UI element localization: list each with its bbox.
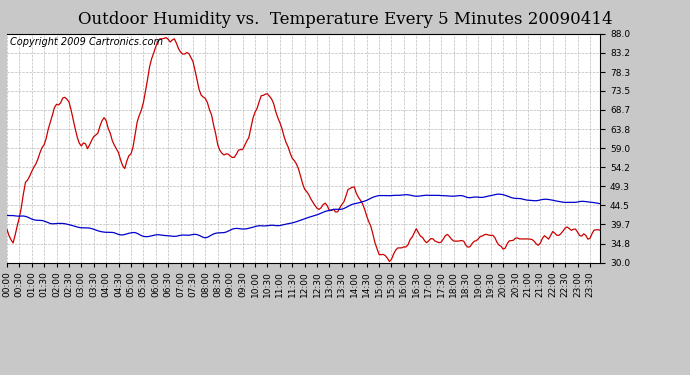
Text: Copyright 2009 Cartronics.com: Copyright 2009 Cartronics.com — [10, 37, 163, 47]
Text: Outdoor Humidity vs.  Temperature Every 5 Minutes 20090414: Outdoor Humidity vs. Temperature Every 5… — [78, 11, 612, 28]
